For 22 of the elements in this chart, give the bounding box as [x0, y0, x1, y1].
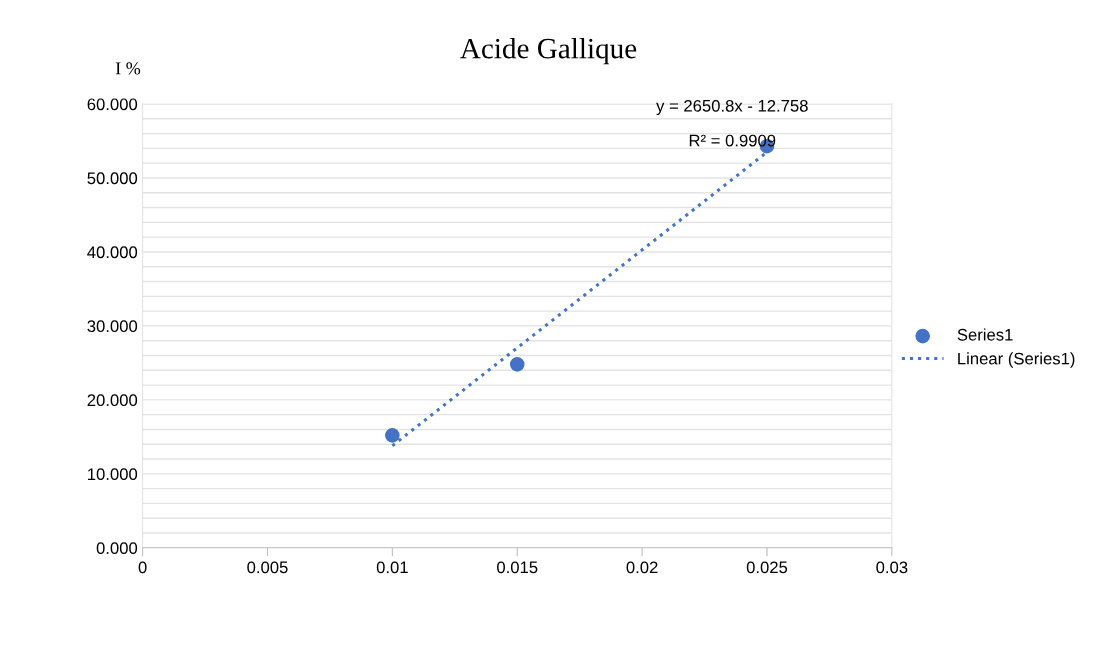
legend-label: Linear (Series1) — [958, 352, 1075, 368]
x-tick-label: 0.025 — [746, 561, 788, 574]
y-tick-label: 30.000 — [87, 320, 138, 333]
chart-title: Acide Gallique — [460, 37, 637, 65]
point — [509, 357, 525, 372]
y-axis-title: I % — [115, 62, 141, 75]
legend-label: Series1 — [957, 328, 1013, 341]
y-tick-label: 10.000 — [88, 468, 138, 481]
y-tick-label: 40.000 — [87, 246, 138, 259]
x-tick-label: 0.01 — [376, 561, 408, 574]
annotation: y = 2650.8x - 12.758 — [656, 99, 808, 116]
x-tick-label: 0.005 — [247, 561, 288, 574]
annotation: R² = 0.9909 — [689, 134, 776, 147]
x-tick-label: 0.03 — [876, 561, 908, 574]
x-tick-label: 0.02 — [626, 561, 658, 574]
x-tick-label: 0 — [138, 561, 147, 574]
y-tick-label: 50.000 — [87, 172, 138, 185]
y-tick-label: 0.000 — [96, 542, 138, 555]
y-tick-label: 20.000 — [87, 394, 138, 407]
x-tick-label: 0.015 — [497, 561, 538, 574]
y-tick-label: 60.000 — [87, 98, 138, 111]
point — [385, 428, 400, 443]
